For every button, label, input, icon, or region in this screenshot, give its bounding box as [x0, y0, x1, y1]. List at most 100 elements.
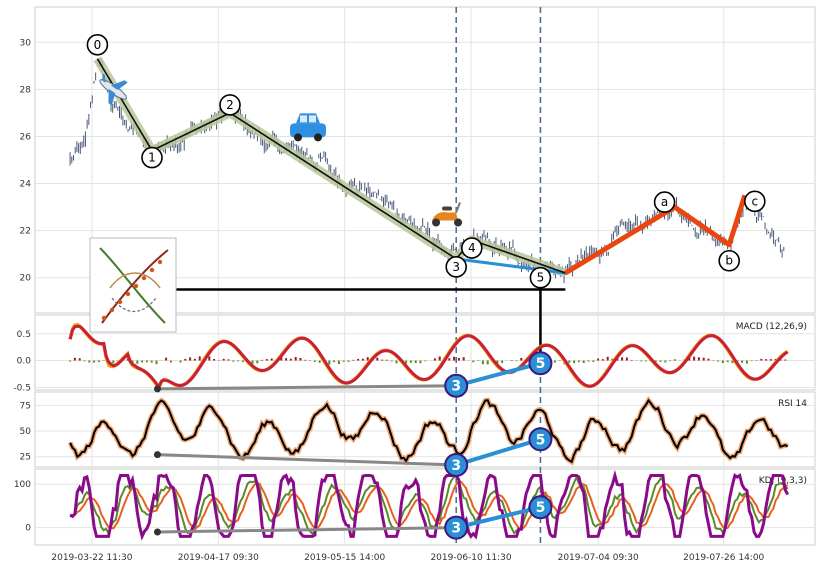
- macd-histogram-bar: [376, 358, 378, 361]
- macd-histogram-bar: [626, 358, 628, 361]
- macd-histogram-bar: [511, 360, 513, 361]
- y-tick-label: 75: [20, 401, 31, 411]
- logo-dot: [126, 292, 130, 296]
- macd-histogram-bar: [602, 359, 604, 360]
- macd-histogram-bar: [583, 361, 585, 363]
- macd-histogram-bar: [136, 361, 138, 364]
- macd-histogram-bar: [79, 358, 81, 360]
- macd-histogram-bar: [631, 360, 633, 361]
- y-tick-label: 100: [14, 480, 31, 490]
- macd-histogram-bar: [554, 361, 556, 363]
- x-tick-label: 2019-07-04 09:30: [558, 553, 639, 563]
- x-tick-label: 2019-05-15 14:00: [304, 553, 385, 563]
- macd-histogram-bar: [304, 360, 306, 361]
- car-top: [296, 113, 320, 123]
- divergence-point-label: 3: [451, 521, 461, 537]
- macd-histogram-bar: [669, 361, 671, 362]
- macd-histogram-bar: [751, 361, 753, 362]
- macd-histogram-bar: [420, 361, 422, 364]
- macd-histogram-bar: [448, 358, 450, 360]
- macd-histogram-bar: [208, 356, 210, 360]
- macd-histogram-bar: [146, 361, 148, 363]
- macd-histogram-bar: [386, 360, 388, 361]
- y-tick-label: 22: [20, 227, 31, 237]
- macd-histogram-bar: [261, 360, 263, 361]
- divergence-point-label: 5: [536, 432, 546, 448]
- macd-histogram-bar: [746, 361, 748, 364]
- car-wheel: [294, 133, 302, 141]
- macd-histogram-bar: [741, 361, 743, 363]
- macd-histogram-bar: [453, 357, 455, 361]
- macd-histogram-bar: [266, 359, 268, 360]
- car-wheel: [314, 133, 322, 141]
- indicator-title-rsi: RSI 14: [778, 399, 807, 409]
- macd-histogram-bar: [141, 361, 143, 363]
- macd-histogram-bar: [362, 359, 364, 361]
- divergence-start-dot: [154, 385, 161, 392]
- x-tick-label: 2019-07-26 14:00: [683, 553, 764, 563]
- macd-histogram-bar: [98, 361, 100, 363]
- scooter-wheel: [454, 218, 462, 226]
- y-tick-label: 30: [20, 38, 32, 48]
- macd-histogram-bar: [237, 361, 239, 362]
- macd-histogram-bar: [256, 361, 258, 364]
- scooter-seat: [442, 206, 452, 210]
- macd-histogram-bar: [660, 361, 662, 362]
- divergence-start-dot: [154, 451, 161, 458]
- macd-histogram-bar: [708, 359, 710, 361]
- macd-histogram-bar: [621, 357, 623, 360]
- y-tick-label: 0.0: [17, 357, 32, 367]
- wave-label-text: 1: [148, 151, 156, 165]
- y-tick-label: 26: [20, 132, 32, 142]
- macd-histogram-bar: [314, 361, 316, 362]
- logo-dot: [110, 308, 114, 312]
- macd-histogram-bar: [69, 361, 71, 362]
- macd-histogram-bar: [693, 357, 695, 361]
- macd-histogram-bar: [645, 361, 647, 362]
- y-tick-label: -0.5: [13, 383, 31, 393]
- logo-dot: [158, 260, 162, 264]
- macd-histogram-bar: [338, 361, 340, 365]
- macd-histogram-bar: [640, 361, 642, 362]
- macd-histogram-bar: [319, 361, 321, 363]
- divergence-point-label: 5: [536, 500, 546, 516]
- macd-histogram-bar: [520, 358, 522, 361]
- macd-histogram-bar: [156, 361, 158, 365]
- macd-histogram-bar: [74, 358, 76, 361]
- macd-histogram-bar: [396, 361, 398, 364]
- macd-histogram-bar: [439, 356, 441, 360]
- macd-histogram-bar: [463, 357, 465, 360]
- macd-histogram-bar: [189, 357, 191, 360]
- macd-histogram-bar: [180, 361, 182, 363]
- macd-histogram-bar: [112, 361, 114, 364]
- macd-histogram-bar: [722, 361, 724, 363]
- wave-label-text: 2: [226, 98, 234, 112]
- logo-dot: [118, 300, 122, 304]
- x-tick-label: 2019-06-10 11:30: [430, 553, 511, 563]
- macd-histogram-bar: [290, 359, 292, 361]
- y-tick-label: 28: [20, 85, 32, 95]
- macd-histogram-bar: [223, 359, 225, 361]
- wave-label-text: c: [751, 194, 758, 208]
- macd-histogram-bar: [458, 358, 460, 361]
- car-window: [300, 115, 307, 122]
- macd-histogram-bar: [232, 361, 234, 362]
- macd-histogram-bar: [391, 361, 393, 362]
- macd-histogram-bar: [343, 361, 345, 362]
- macd-histogram-bar: [727, 361, 729, 362]
- macd-histogram-bar: [487, 361, 489, 365]
- divergence-point-label: 5: [536, 356, 546, 372]
- divergence-start-dot: [154, 528, 161, 535]
- macd-histogram-bar: [573, 361, 575, 364]
- macd-histogram-bar: [434, 358, 436, 360]
- macd-histogram-bar: [592, 361, 594, 362]
- macd-histogram-bar: [242, 361, 244, 362]
- macd-histogram-bar: [381, 360, 383, 361]
- macd-histogram-bar: [588, 361, 590, 362]
- macd-histogram-bar: [348, 361, 350, 362]
- y-tick-label: 0: [25, 524, 31, 534]
- logo-dot: [142, 276, 146, 280]
- macd-histogram-bar: [352, 360, 354, 361]
- y-tick-label: 25: [20, 453, 31, 463]
